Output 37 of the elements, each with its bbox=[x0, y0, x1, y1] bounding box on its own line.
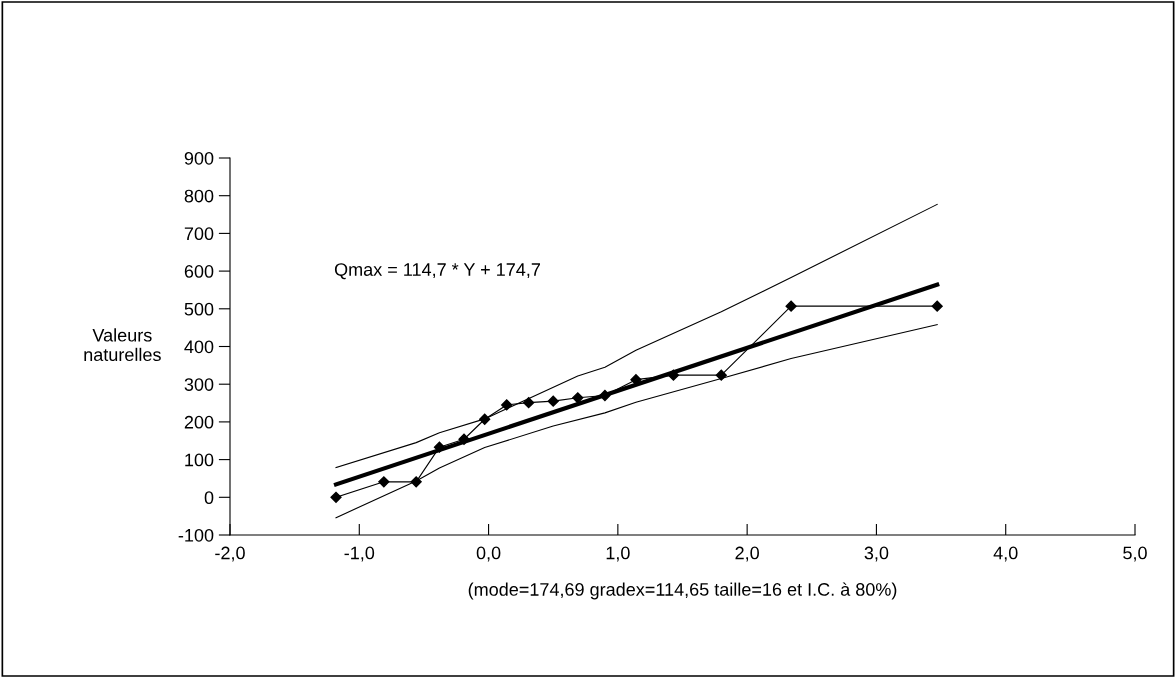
point bbox=[378, 476, 390, 488]
point bbox=[458, 433, 470, 445]
point bbox=[523, 397, 535, 409]
y-tick-label: 100 bbox=[185, 453, 214, 467]
y-tick-label: 800 bbox=[184, 189, 214, 203]
point bbox=[572, 392, 584, 404]
y-tick-label: 900 bbox=[184, 151, 214, 165]
y-tick-label: -100 bbox=[178, 528, 214, 542]
y-tick-label: 300 bbox=[184, 378, 214, 391]
point bbox=[433, 441, 446, 453]
point bbox=[785, 300, 797, 312]
x-tick-label: -1,0 bbox=[344, 546, 375, 562]
point bbox=[715, 369, 727, 381]
point bbox=[410, 476, 422, 488]
x-tick-label: 0,0 bbox=[476, 546, 501, 562]
y-tick-label: 200 bbox=[184, 415, 214, 429]
point bbox=[547, 395, 559, 407]
annotation: Qmax = 114,7 * Y + 174,7 bbox=[334, 263, 540, 280]
point bbox=[330, 491, 342, 503]
point bbox=[599, 389, 611, 402]
y-tick-label: 400 bbox=[184, 340, 214, 354]
y-tick-label: 500 bbox=[184, 302, 214, 316]
point bbox=[667, 369, 680, 381]
x-axis-title: (mode=174,69 gradex=114,65 taille=16 et I.C. à 80%) bbox=[468, 582, 897, 600]
x-tick-label: 2,0 bbox=[735, 546, 759, 562]
y-tick-label: 0 bbox=[204, 491, 214, 505]
point bbox=[479, 413, 491, 425]
x-tick-label: 1,0 bbox=[606, 546, 630, 562]
point bbox=[931, 300, 943, 312]
x-tick-label: 4,0 bbox=[993, 546, 1018, 562]
point bbox=[501, 399, 513, 411]
x-tick-label: 5,0 bbox=[1123, 546, 1147, 562]
y-tick-label: 600 bbox=[184, 265, 214, 278]
x-tick-label: 3,0 bbox=[864, 546, 889, 562]
y-tick-label: 700 bbox=[184, 227, 214, 241]
y-axis-title: Valeurs naturelles bbox=[84, 328, 161, 362]
x-tick-label: -2,0 bbox=[215, 546, 245, 562]
